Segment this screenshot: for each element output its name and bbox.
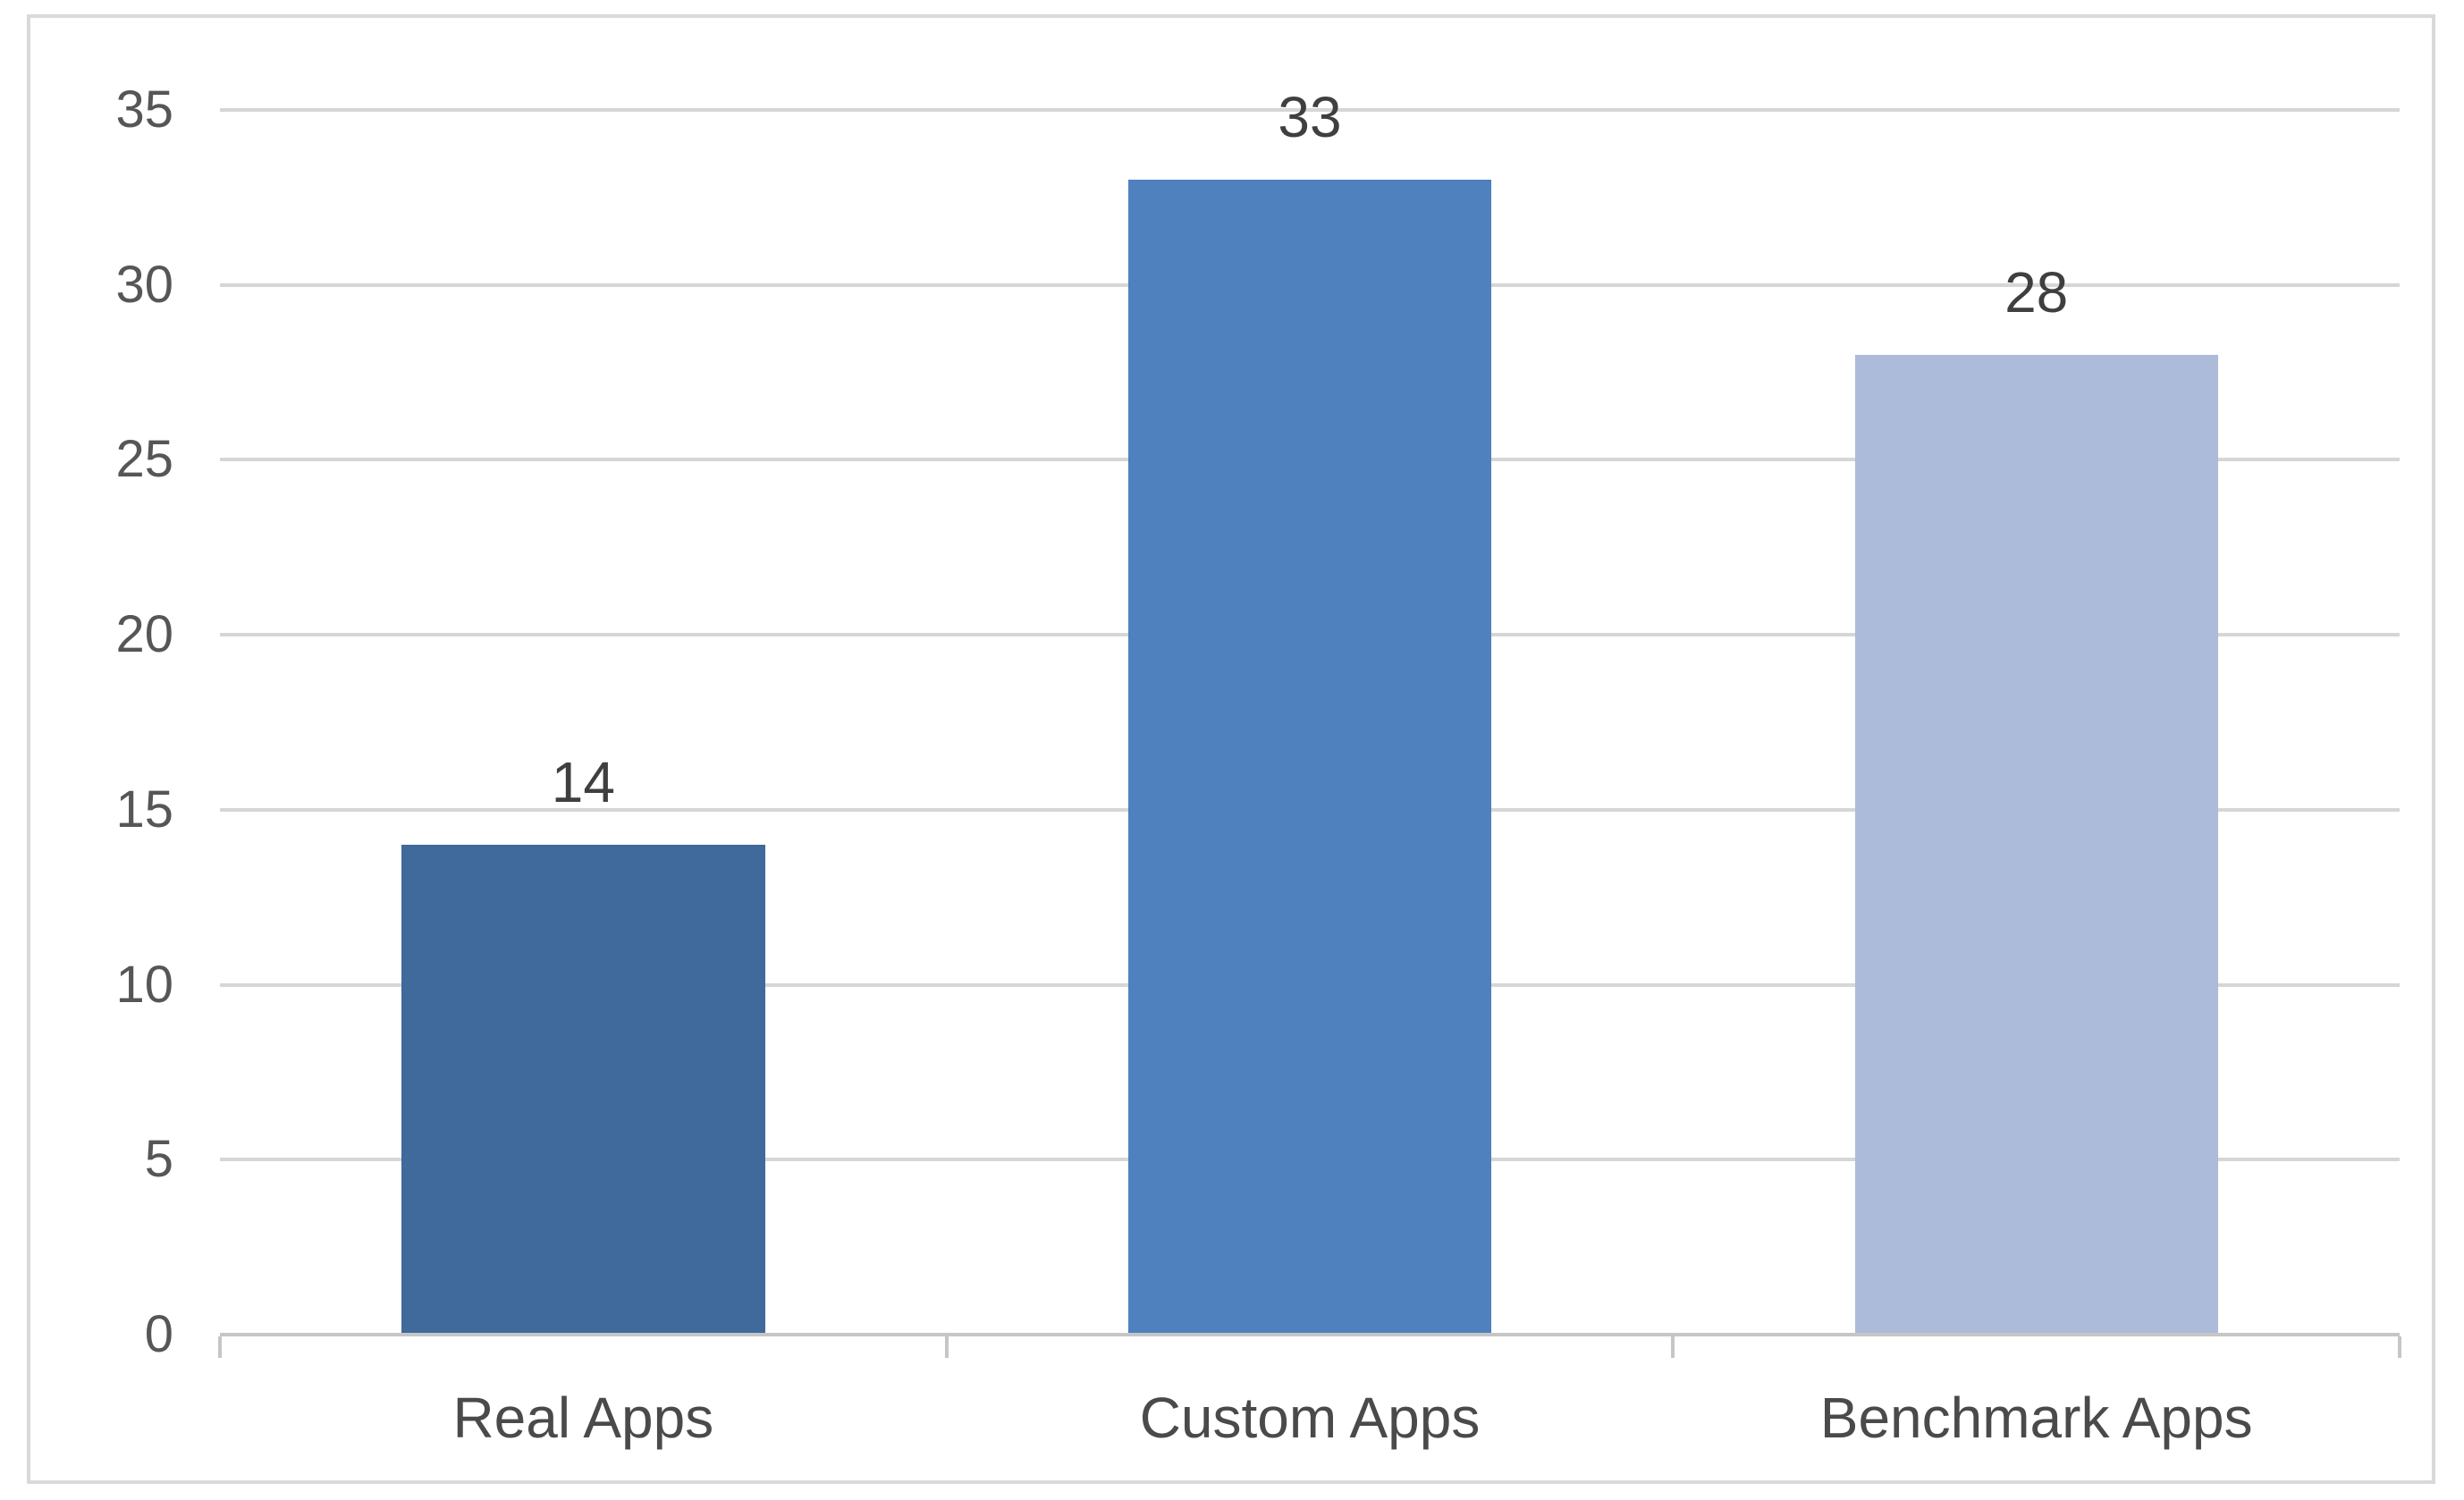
bar-value-label: 14 <box>551 750 615 814</box>
y-axis-labels: 0 5 10 15 20 25 30 35 <box>30 84 173 1361</box>
y-axis-tick-label: 5 <box>144 1130 173 1189</box>
y-axis-tick-label: 30 <box>115 255 173 314</box>
bar <box>401 845 765 1335</box>
bar <box>1854 355 2218 1335</box>
x-axis-tick <box>944 1336 949 1358</box>
bar-value-label: 28 <box>2004 260 2069 324</box>
category-label: Benchmark Apps <box>1819 1386 2253 1450</box>
category-label: Real Apps <box>452 1386 714 1450</box>
bar-slot: 28 <box>1673 110 2400 1335</box>
y-axis-tick-label: 20 <box>115 605 173 664</box>
y-axis-tick-label: 25 <box>115 430 173 489</box>
bar-slot: 14 <box>220 110 947 1335</box>
y-axis-tick-label: 0 <box>144 1305 173 1363</box>
x-axis-tick <box>2398 1336 2401 1358</box>
x-axis-tick <box>218 1336 222 1358</box>
y-axis-tick-label: 10 <box>115 955 173 1014</box>
bar-slot: 33 <box>947 88 1674 1335</box>
bars-layer: 14 33 28 <box>220 88 2400 1335</box>
bar-value-label: 33 <box>1278 85 1342 150</box>
bar <box>1127 180 1492 1335</box>
category-label: Custom Apps <box>1139 1386 1481 1450</box>
plot-area: 14 33 28 <box>218 88 2401 1358</box>
x-axis-line <box>220 1333 2400 1336</box>
gridline <box>220 108 2400 112</box>
chart-frame: 0 5 10 15 20 25 30 35 14 33 28 Real Apps Custom Ap… <box>27 14 2435 1484</box>
y-axis-tick-label: 15 <box>115 779 173 838</box>
x-axis-category-labels: Real Apps Custom Apps Benchmark Apps <box>220 1389 2400 1446</box>
y-axis-tick-label: 35 <box>115 80 173 139</box>
x-axis-tick <box>1671 1336 1675 1358</box>
